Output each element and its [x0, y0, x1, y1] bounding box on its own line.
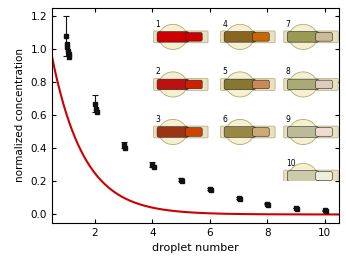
FancyBboxPatch shape	[221, 126, 275, 138]
FancyBboxPatch shape	[154, 31, 208, 43]
X-axis label: droplet number: droplet number	[152, 243, 239, 253]
FancyBboxPatch shape	[224, 79, 256, 90]
Circle shape	[226, 119, 254, 145]
FancyBboxPatch shape	[154, 78, 208, 90]
Text: 3: 3	[156, 115, 161, 124]
FancyBboxPatch shape	[224, 32, 256, 42]
Circle shape	[289, 24, 317, 49]
Text: 9: 9	[286, 115, 291, 124]
FancyBboxPatch shape	[316, 172, 333, 180]
FancyBboxPatch shape	[185, 80, 202, 89]
Text: 8: 8	[286, 67, 291, 76]
Circle shape	[289, 163, 317, 189]
Y-axis label: normalized concentration: normalized concentration	[15, 48, 25, 182]
FancyBboxPatch shape	[284, 78, 338, 90]
FancyBboxPatch shape	[316, 33, 333, 41]
FancyBboxPatch shape	[157, 127, 189, 137]
Circle shape	[159, 24, 187, 49]
Text: 1: 1	[156, 20, 161, 29]
Text: 10: 10	[286, 159, 295, 168]
FancyBboxPatch shape	[316, 128, 333, 136]
FancyBboxPatch shape	[316, 80, 333, 89]
Circle shape	[226, 24, 254, 49]
Text: 6: 6	[223, 115, 228, 124]
Text: 7: 7	[286, 20, 291, 29]
FancyBboxPatch shape	[185, 128, 202, 136]
FancyBboxPatch shape	[284, 170, 338, 182]
FancyBboxPatch shape	[287, 79, 319, 90]
FancyBboxPatch shape	[287, 32, 319, 42]
Circle shape	[159, 72, 187, 97]
Circle shape	[159, 119, 187, 145]
FancyBboxPatch shape	[287, 127, 319, 137]
FancyBboxPatch shape	[253, 33, 269, 41]
Text: 5: 5	[223, 67, 228, 76]
FancyBboxPatch shape	[284, 31, 338, 43]
FancyBboxPatch shape	[185, 33, 202, 41]
FancyBboxPatch shape	[287, 171, 319, 181]
Text: 4: 4	[223, 20, 228, 29]
FancyBboxPatch shape	[284, 126, 338, 138]
FancyBboxPatch shape	[253, 80, 269, 89]
Circle shape	[289, 119, 317, 145]
Circle shape	[226, 72, 254, 97]
Text: 2: 2	[156, 67, 161, 76]
FancyBboxPatch shape	[221, 78, 275, 90]
FancyBboxPatch shape	[154, 126, 208, 138]
FancyBboxPatch shape	[157, 32, 189, 42]
FancyBboxPatch shape	[253, 128, 269, 136]
FancyBboxPatch shape	[224, 127, 256, 137]
Circle shape	[289, 72, 317, 97]
FancyBboxPatch shape	[157, 79, 189, 90]
FancyBboxPatch shape	[221, 31, 275, 43]
